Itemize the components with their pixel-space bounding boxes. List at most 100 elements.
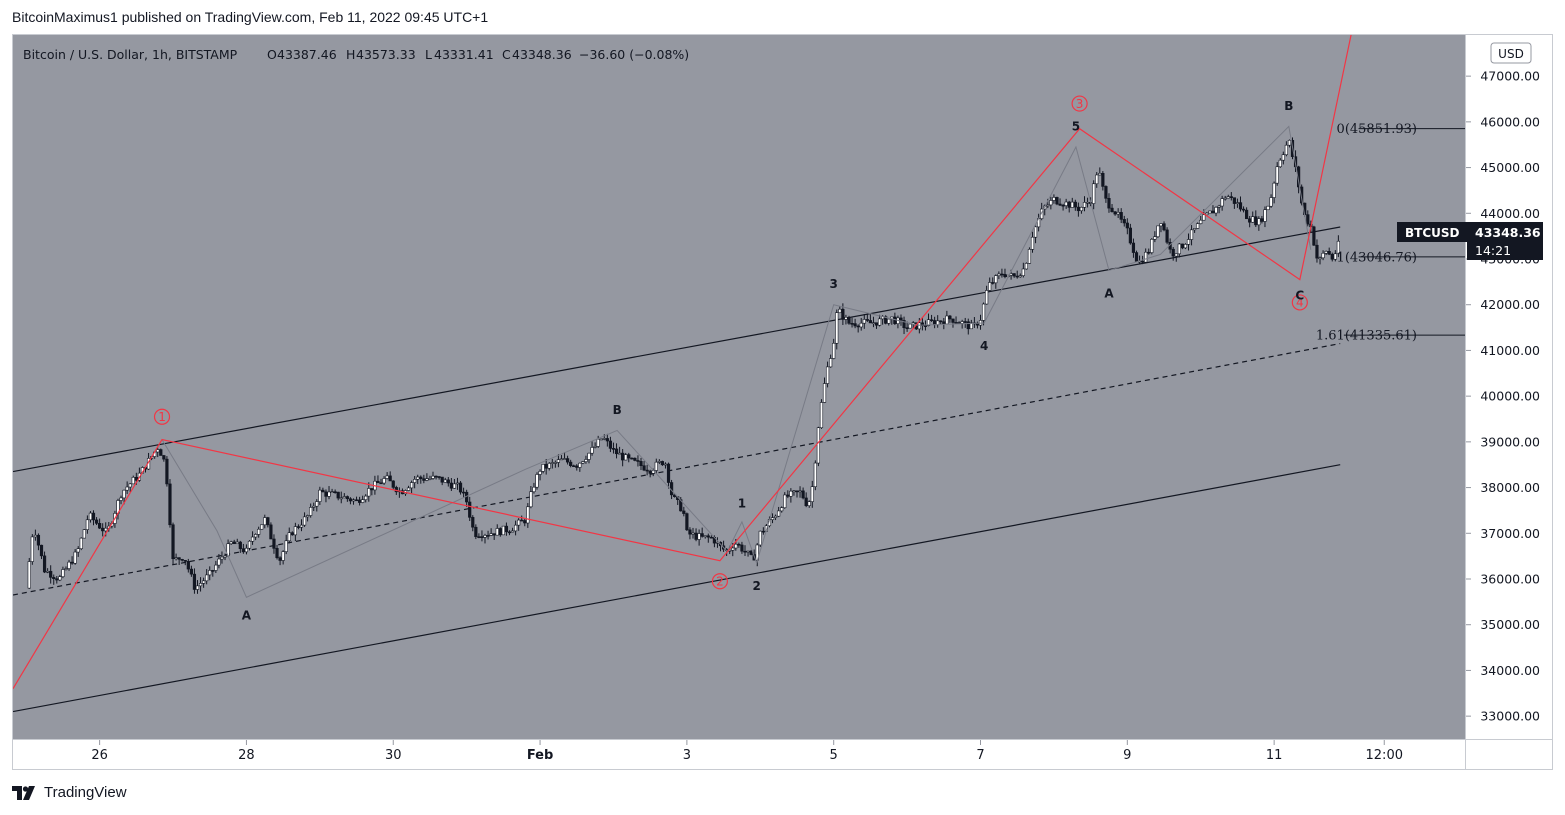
candle bbox=[1092, 180, 1096, 210]
candle bbox=[1300, 184, 1304, 206]
candle bbox=[1073, 199, 1077, 211]
candle bbox=[981, 302, 986, 326]
candle bbox=[627, 452, 631, 463]
candle bbox=[495, 524, 499, 536]
candle bbox=[1211, 205, 1215, 214]
wave-label-text: A bbox=[1104, 286, 1114, 300]
candle bbox=[1119, 208, 1123, 224]
candle bbox=[425, 473, 429, 482]
candle bbox=[1183, 243, 1188, 250]
candle bbox=[82, 529, 86, 539]
candle bbox=[1330, 252, 1334, 262]
candle bbox=[929, 314, 934, 322]
price-chart[interactable]: 0(45851.93) 1(43046.76) 1.61(41335.61) 1 2 3… bbox=[13, 35, 1553, 770]
candle bbox=[1064, 198, 1068, 209]
candle bbox=[431, 471, 435, 480]
candle bbox=[1052, 194, 1056, 204]
candle bbox=[128, 483, 132, 493]
candle bbox=[455, 477, 460, 490]
candle bbox=[1171, 247, 1175, 261]
candle bbox=[801, 487, 805, 500]
candle bbox=[214, 560, 218, 573]
candle bbox=[639, 457, 643, 471]
candle bbox=[572, 464, 576, 468]
candle bbox=[1067, 200, 1071, 213]
wave-label: 5 bbox=[1072, 119, 1080, 133]
candle bbox=[605, 433, 609, 447]
candle bbox=[1107, 193, 1111, 213]
fib-label: 0(45851.93) bbox=[1337, 122, 1417, 137]
candle bbox=[1321, 250, 1325, 261]
currency-button-label[interactable]: USD bbox=[1498, 47, 1524, 61]
candle bbox=[562, 452, 567, 460]
candle bbox=[162, 454, 166, 462]
candle bbox=[1110, 204, 1114, 213]
candle bbox=[617, 446, 622, 455]
price-axis[interactable] bbox=[1466, 35, 1553, 770]
candle bbox=[1281, 151, 1285, 165]
candle bbox=[969, 319, 973, 330]
candle bbox=[835, 309, 839, 350]
candle bbox=[1055, 196, 1059, 206]
candle bbox=[770, 513, 775, 524]
candle bbox=[773, 514, 778, 521]
candle bbox=[1315, 239, 1319, 263]
time-tick-label: 9 bbox=[1123, 748, 1131, 763]
plot-background[interactable] bbox=[13, 35, 1465, 739]
candle bbox=[91, 510, 96, 526]
wave-label-circled: 1 bbox=[153, 408, 171, 425]
candle bbox=[569, 459, 573, 468]
candle bbox=[385, 472, 389, 480]
candle bbox=[49, 565, 53, 584]
time-tick-label: 30 bbox=[385, 748, 402, 763]
candle bbox=[899, 314, 903, 326]
gray-wave-path bbox=[161, 125, 1312, 598]
candle bbox=[1266, 205, 1270, 211]
candle bbox=[318, 486, 322, 505]
candle bbox=[287, 527, 291, 544]
candle bbox=[795, 490, 799, 498]
candle bbox=[260, 524, 264, 530]
candle bbox=[428, 475, 432, 481]
candle bbox=[877, 314, 882, 327]
candle bbox=[73, 549, 77, 565]
candle bbox=[501, 525, 505, 536]
candle bbox=[211, 569, 215, 577]
candle bbox=[645, 464, 649, 476]
wave-label: 2 bbox=[752, 579, 760, 593]
candle bbox=[266, 516, 270, 528]
candle bbox=[452, 478, 457, 489]
candle bbox=[489, 528, 493, 537]
currency-button[interactable]: USD bbox=[1490, 42, 1532, 64]
candle bbox=[358, 496, 362, 506]
time-tick-label: 12:00 bbox=[1366, 748, 1403, 763]
candle bbox=[342, 493, 346, 499]
candle bbox=[1144, 248, 1148, 264]
candle bbox=[954, 316, 958, 324]
fib-label: 1(43046.76) bbox=[1337, 250, 1417, 265]
footer-brand[interactable]: TradingView bbox=[12, 784, 127, 801]
chart-frame[interactable]: 0(45851.93) 1(43046.76) 1.61(41335.61) 1 2 3… bbox=[12, 34, 1553, 770]
candle bbox=[345, 495, 349, 502]
candle bbox=[660, 460, 665, 466]
candle bbox=[443, 477, 447, 483]
candle bbox=[565, 455, 570, 465]
candle bbox=[544, 459, 548, 475]
red-elliott-wave bbox=[13, 35, 1352, 690]
time-tick-label: 26 bbox=[91, 748, 108, 763]
candle bbox=[1165, 227, 1169, 245]
candle bbox=[822, 377, 827, 404]
candle bbox=[874, 322, 879, 329]
candle bbox=[1263, 206, 1267, 228]
candle bbox=[257, 526, 261, 538]
candle bbox=[101, 523, 105, 537]
candle bbox=[205, 569, 209, 585]
candle bbox=[819, 399, 824, 429]
candle bbox=[523, 518, 527, 527]
candle bbox=[902, 316, 906, 335]
price-tick-label: 45000.00 bbox=[1480, 160, 1540, 175]
candle bbox=[422, 474, 426, 484]
time-tick-label: Feb bbox=[527, 748, 553, 763]
time-axis[interactable] bbox=[13, 740, 1466, 770]
wave-label: A bbox=[242, 609, 252, 623]
